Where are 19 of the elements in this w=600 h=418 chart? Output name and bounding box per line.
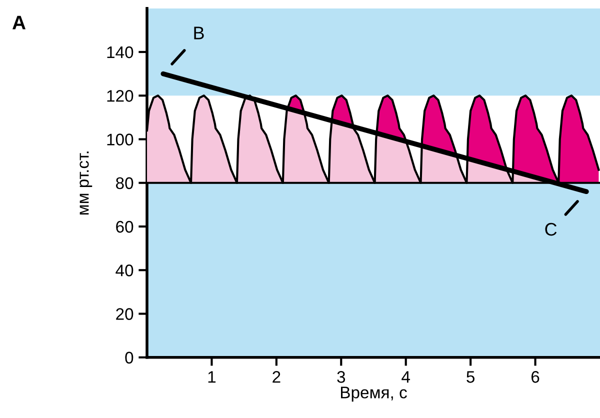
x-tick-label: 6 bbox=[532, 371, 540, 383]
y-tick-label: 80 bbox=[116, 177, 134, 190]
y-tick-label: 20 bbox=[116, 308, 134, 320]
text: A bbox=[12, 16, 26, 30]
x-tick-label: 1 bbox=[208, 371, 216, 383]
annotation: B bbox=[194, 26, 204, 40]
y-tick-label: 140 bbox=[107, 46, 134, 58]
x-tick-label: 5 bbox=[466, 371, 475, 383]
y-axis-title: мм рт.ст. bbox=[80, 152, 92, 215]
annotation: C bbox=[545, 222, 557, 236]
y-tick-label: 60 bbox=[116, 220, 134, 233]
x-tick-label: 3 bbox=[337, 371, 346, 383]
y-tick-label: 100 bbox=[107, 134, 134, 146]
x-tick-label: 2 bbox=[272, 371, 280, 383]
x-axis-title: Время, с bbox=[341, 386, 407, 402]
y-tick-label: 40 bbox=[116, 264, 134, 276]
y-tick-label: 0 bbox=[125, 352, 134, 364]
x-tick-label: 4 bbox=[402, 371, 410, 383]
y-tick-label: 120 bbox=[107, 90, 134, 102]
